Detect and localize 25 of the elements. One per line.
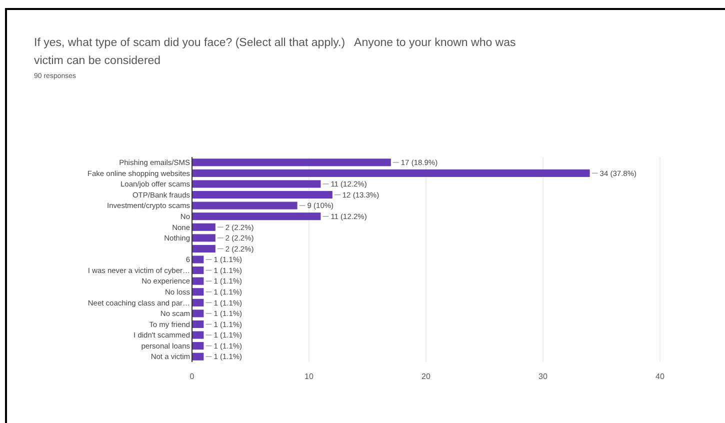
bar [192,169,590,177]
bar [192,212,321,220]
bar [192,266,204,274]
bar [192,158,391,166]
bar [192,320,204,328]
bar [192,310,204,318]
bar [192,244,216,252]
bar [192,331,204,339]
bar [192,190,332,199]
x-tick-label: 20 [422,372,431,381]
x-tick-label: 40 [656,372,665,381]
bar [192,223,216,231]
bar [192,256,204,264]
x-tick-label: 10 [304,372,314,381]
bar [192,277,204,285]
bar [192,202,298,210]
bar [192,288,204,296]
bar [192,298,204,306]
x-tick-label: 0 [190,372,195,381]
bar [192,342,204,350]
x-tick-label: 30 [538,372,548,381]
chart-title: If yes, what type of scam did you face? (Select all that apply.) Anyone to your known who was victim can be considered [34,37,516,67]
bar [192,352,204,360]
bar [192,180,321,188]
bar [192,234,216,242]
